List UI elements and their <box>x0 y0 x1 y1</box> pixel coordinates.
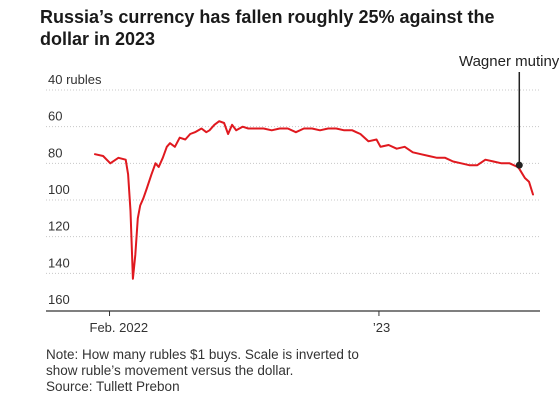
y-tick-label: 100 <box>48 182 70 197</box>
annotation-marker <box>515 161 523 169</box>
y-tick-label: 160 <box>48 292 70 307</box>
annotation-label: Wagner mutiny <box>459 53 559 70</box>
gridlines <box>46 89 540 274</box>
note-line-2: show ruble’s movement versus the dollar. <box>46 363 294 378</box>
y-tick-label: 120 <box>48 219 70 234</box>
chart-title: Russia’s currency has fallen roughly 25%… <box>40 7 495 49</box>
y-tick-label: 80 <box>48 145 62 160</box>
x-tick-label: ’23 <box>373 320 390 335</box>
chart-note: Note: How many rubles $1 buys. Scale is … <box>46 347 546 395</box>
x-axis: Feb. 2022 ’23 <box>46 310 540 335</box>
series-line <box>94 120 534 280</box>
note-line-1: Note: How many rubles $1 buys. Scale is … <box>46 347 359 362</box>
source-line: Source: Tullett Prebon <box>46 379 180 394</box>
y-tick-label: 140 <box>48 255 70 270</box>
y-axis-ticks: 40 rubles 60 80 100 120 140 160 <box>48 72 102 307</box>
annotation-group: Wagner mutiny <box>459 53 559 169</box>
y-tick-label: 60 <box>48 109 62 124</box>
series-group <box>94 120 534 280</box>
x-tick-label: Feb. 2022 <box>90 320 149 335</box>
y-tick-label: 40 rubles <box>48 72 102 87</box>
